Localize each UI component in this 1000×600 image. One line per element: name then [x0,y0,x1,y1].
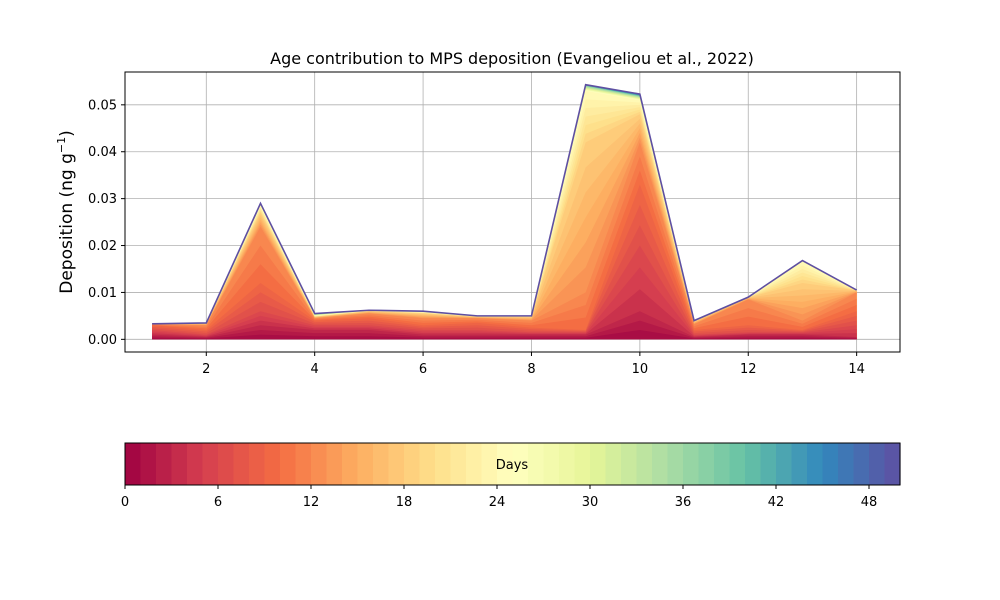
colorbar-cell [404,443,421,485]
colorbar-tick-label: 36 [675,495,692,510]
colorbar-tick-label: 42 [768,495,785,510]
y-tick-label: 0.01 [88,286,117,301]
age-band-area [152,267,857,340]
age-band-area [152,329,857,340]
axes-frame [124,71,901,353]
colorbar-cell [652,443,669,485]
colorbar-cell [559,443,576,485]
colorbar-cell [574,443,591,485]
age-band-area [152,311,857,340]
colorbar-cell [388,443,405,485]
colorbar-cell [807,443,824,485]
colorbar-cell [512,443,529,485]
colorbar-tick-label: 48 [861,495,878,510]
colorbar-cell [156,443,173,485]
colorbar-cell [466,443,483,485]
colorbar-cell [326,443,343,485]
colorbar-cell [373,443,390,485]
colorbar-frame [124,442,901,486]
colorbar-cell [233,443,250,485]
colorbar-cell [342,443,359,485]
y-axis-label-main: Deposition (ng g [57,153,77,294]
colorbar: Days 0 6 12 18 24 30 36 42 48 [121,442,901,510]
colorbar-cell [497,443,514,485]
age-band-area [152,320,857,340]
colorbar-cell [450,443,467,485]
y-axis-label-superscript: −1 [55,137,68,153]
colorbar-cell [605,443,622,485]
age-band-area [152,204,857,340]
colorbar-cell [884,443,901,485]
colorbar-cell [853,443,870,485]
y-axis-ticks: 0.00 0.01 0.02 0.03 0.04 0.05 [88,98,125,348]
colorbar-tick-label: 12 [303,495,320,510]
colorbar-cell [218,443,235,485]
x-axis-ticks: 2 4 6 8 10 12 14 [202,352,865,377]
colorbar-cell [202,443,219,485]
area-bands [152,84,857,340]
y-axis-label: Deposition (ng g−1) [55,130,77,294]
colorbar-cell [791,443,808,485]
colorbar-cell [481,443,498,485]
colorbar-tick-label: 18 [396,495,413,510]
colorbar-cell [714,443,731,485]
colorbar-gradient [125,443,901,485]
colorbar-cell [543,443,560,485]
y-axis-label-close: ) [57,130,77,137]
colorbar-cell [187,443,204,485]
total-line [152,83,858,325]
colorbar-cell [435,443,452,485]
colorbar-cell [621,443,638,485]
age-band-area [152,245,857,340]
age-band-area [152,225,857,340]
colorbar-cell [357,443,374,485]
colorbar-cell [636,443,653,485]
x-tick-label: 6 [419,362,427,377]
colorbar-cell [729,443,746,485]
colorbar-ticks: 0 6 12 18 24 30 36 42 48 [121,485,877,510]
colorbar-cell [171,443,188,485]
colorbar-cell [311,443,328,485]
colorbar-tick-label: 24 [489,495,506,510]
colorbar-cell [419,443,436,485]
x-tick-label: 10 [632,362,649,377]
colorbar-cell [125,443,142,485]
colorbar-cell [838,443,855,485]
age-band-area [152,289,857,340]
colorbar-tick-label: 6 [214,495,222,510]
colorbar-cell [760,443,777,485]
x-tick-label: 4 [311,362,319,377]
y-tick-label: 0.05 [88,98,117,113]
y-tick-label: 0.03 [88,192,117,207]
colorbar-tick-label: 0 [121,495,129,510]
colorbar-tick-label: 30 [582,495,599,510]
y-tick-label: 0.02 [88,239,117,254]
y-tick-label: 0.00 [88,333,117,348]
colorbar-cell [869,443,886,485]
colorbar-cell [822,443,839,485]
colorbar-cell [140,443,157,485]
x-tick-label: 8 [527,362,535,377]
colorbar-cell [590,443,607,485]
colorbar-cell [528,443,545,485]
colorbar-cell [280,443,297,485]
x-tick-label: 12 [740,362,757,377]
colorbar-cell [698,443,715,485]
colorbar-cell [249,443,266,485]
x-tick-label: 2 [202,362,210,377]
chart-title: Age contribution to MPS deposition (Evan… [270,49,754,68]
colorbar-cell [295,443,312,485]
colorbar-cell [776,443,793,485]
x-tick-label: 14 [848,362,865,377]
plot-area: 2 4 6 8 10 12 14 0.00 0.01 0.02 0.03 0.04 0.05 [88,71,901,377]
y-tick-label: 0.04 [88,145,117,160]
colorbar-cell [683,443,700,485]
colorbar-cell [745,443,762,485]
colorbar-label: Days [496,458,529,473]
total-outline [152,83,858,325]
colorbar-cell [667,443,684,485]
colorbar-cell [264,443,281,485]
